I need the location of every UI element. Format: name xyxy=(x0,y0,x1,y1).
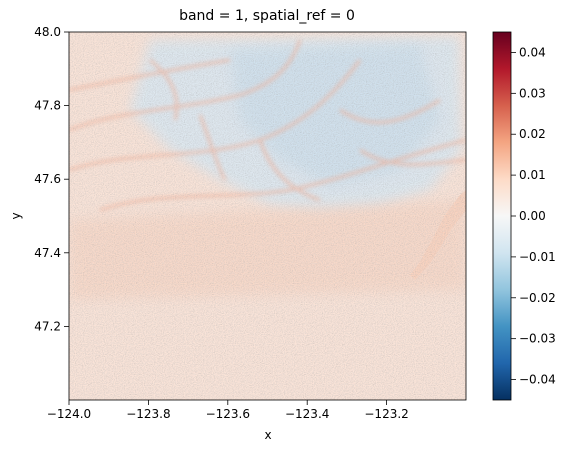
plot-frame xyxy=(68,31,467,401)
x-axis: −124.0 −123.8 −123.6 −123.4 −123.2 xyxy=(47,400,409,421)
y-tick-label: 47.2 xyxy=(34,319,61,333)
y-tick-label: 48.0 xyxy=(34,25,61,39)
x-tick-label: −124.0 xyxy=(47,407,91,421)
x-tick-label: −123.4 xyxy=(285,407,329,421)
heatmap xyxy=(69,32,466,400)
y-tick-label: 47.4 xyxy=(34,246,61,260)
colorbar-tick-label: −0.03 xyxy=(519,332,556,346)
y-axis-label: y xyxy=(9,212,23,219)
chart-title: band = 1, spatial_ref = 0 xyxy=(179,8,355,24)
colorbar-tick-label: 0.04 xyxy=(519,45,546,59)
colorbar-tick-label: 0.02 xyxy=(519,127,546,141)
colorbar-tick-label: −0.01 xyxy=(519,250,556,264)
colorbar-tick-label: −0.02 xyxy=(519,291,556,305)
colorbar-tick-label: 0.00 xyxy=(519,209,546,223)
y-tick-label: 47.8 xyxy=(34,99,61,113)
colorbar-tick-label: 0.03 xyxy=(519,86,546,100)
y-axis: 47.2 47.4 47.6 47.8 48.0 xyxy=(34,25,69,333)
x-tick-label: −123.2 xyxy=(364,407,408,421)
colorbar xyxy=(492,31,512,401)
x-tick-label: −123.8 xyxy=(126,407,170,421)
heatmap-noise xyxy=(69,32,466,400)
x-axis-label: x xyxy=(264,428,271,442)
colorbar-tick-label: 0.01 xyxy=(519,168,546,182)
colorbar-axis: 0.04 0.03 0.02 0.01 0.00 −0.01 −0.02 −0.03 −0.04 xyxy=(511,45,556,387)
y-tick-label: 47.6 xyxy=(34,172,61,186)
x-tick-label: −123.6 xyxy=(206,407,250,421)
colorbar-tick-label: −0.04 xyxy=(519,373,556,387)
